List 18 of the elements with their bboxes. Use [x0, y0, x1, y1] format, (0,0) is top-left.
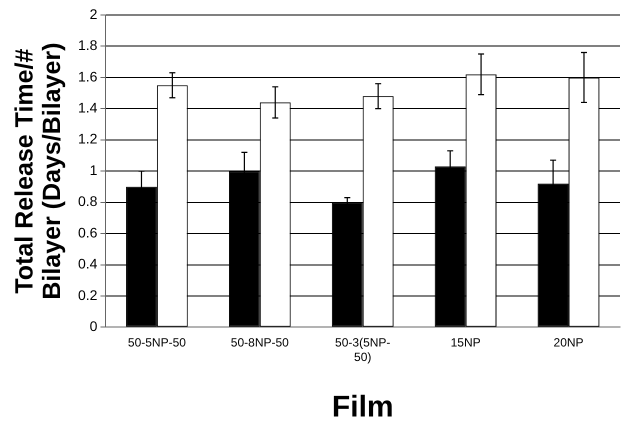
x-tick-label: 15NP [450, 336, 481, 350]
x-tick-label: 50-5NP-50 [128, 336, 186, 350]
y-tick-label: 1.2 [78, 130, 98, 147]
y-tick-label: 2 [90, 6, 98, 22]
y-tick-label: 0.4 [78, 256, 98, 272]
y-tick-label: 1.6 [78, 68, 98, 84]
x-axis-title: Film [332, 390, 394, 424]
y-tick-label: 1.8 [78, 37, 98, 54]
y-tick-label: 0.8 [78, 193, 98, 210]
x-tick-label: 50-3(5NP-50) [335, 336, 390, 364]
x-tick-label: 20NP [554, 336, 584, 350]
y-tick-label: 1 [90, 162, 98, 178]
y-tick-label: 0.6 [78, 224, 98, 240]
x-tick-label: 50-8NP-50 [230, 336, 290, 350]
y-tick-label: 0.2 [78, 286, 98, 303]
y-tick-label: 1.4 [78, 100, 98, 116]
y-tick-label: 0 [90, 318, 98, 334]
y-axis-title: Total Release Time/# Bilayer (Days/Bilayer) [10, 42, 66, 300]
